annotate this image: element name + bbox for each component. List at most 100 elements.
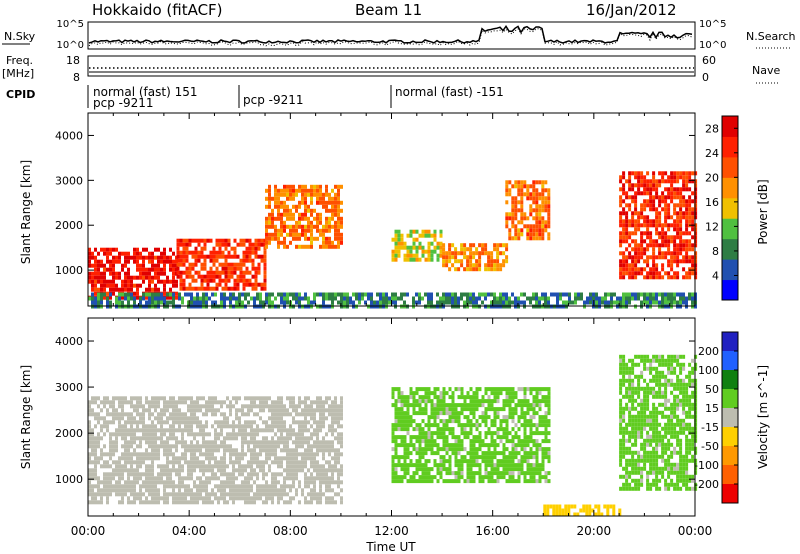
vel-cell [178, 440, 181, 445]
vel-cell [337, 468, 340, 473]
vel-cell [517, 419, 521, 424]
vel-cell [127, 412, 130, 417]
power-cell [676, 211, 680, 216]
power-cell [388, 300, 391, 305]
vel-cell [421, 475, 425, 480]
power-cell [205, 296, 208, 301]
power-cell [652, 199, 656, 204]
power-cell [478, 292, 481, 297]
vel-cell [298, 444, 301, 449]
vel-cell [475, 463, 479, 468]
power-cell [313, 216, 316, 221]
vel-cell [517, 463, 521, 468]
power-cell [254, 238, 258, 243]
vel-cell [229, 496, 232, 501]
power-cell [163, 251, 166, 256]
vel-cell [100, 456, 103, 461]
vel-cell [493, 415, 497, 420]
power-cell [547, 204, 551, 209]
vel-cell [118, 460, 121, 465]
vel-cell [235, 424, 238, 429]
power-cell [340, 200, 343, 205]
power-cell [658, 300, 661, 305]
power-cell [517, 232, 521, 237]
vel-cell [202, 424, 205, 429]
power-cell [169, 300, 172, 305]
power-cell [307, 192, 310, 197]
vel-cell [304, 464, 307, 469]
vel-cell [478, 403, 482, 408]
vel-cell [199, 448, 202, 453]
vel-cell [133, 472, 136, 477]
vel-cell [319, 396, 322, 401]
vel-cell [436, 467, 440, 472]
vel-cell [304, 416, 307, 421]
power-cell [88, 247, 91, 252]
vel-cell [436, 403, 440, 408]
vel-cell [511, 435, 515, 440]
vel-cell [505, 467, 509, 472]
power-cell [232, 296, 235, 301]
vel-cell [505, 423, 509, 428]
vel-cell [310, 492, 313, 497]
vel-cell [166, 464, 169, 469]
power-cell [667, 211, 671, 216]
power-cell [433, 233, 437, 238]
vel-cell [160, 424, 163, 429]
vel-cell [442, 423, 446, 428]
vel-cell [229, 448, 232, 453]
cpid-segment-1-line1: pcp -9211 [243, 93, 304, 107]
power-cell [100, 259, 103, 264]
vel-cell [337, 460, 340, 465]
power-cell [394, 229, 398, 234]
power-cell [160, 251, 163, 256]
power-cell [242, 238, 246, 243]
power-cell [667, 247, 671, 252]
power-cell [206, 270, 210, 275]
vel-cell [157, 416, 160, 421]
power-cell [307, 224, 310, 229]
vel-cell [259, 496, 262, 501]
vel-cell [280, 420, 283, 425]
power-cell [412, 300, 415, 305]
power-cell [178, 296, 181, 301]
power-cell [517, 300, 520, 305]
power-cell [206, 238, 210, 243]
vel-cell [415, 403, 419, 408]
vel-cell [451, 431, 455, 436]
vel-cell [469, 467, 473, 472]
vel-cell [469, 447, 473, 452]
vel-cell [322, 400, 325, 405]
power-cell [319, 192, 322, 197]
power-cell [622, 175, 626, 180]
power-cell [230, 246, 234, 251]
power-cell [622, 187, 626, 192]
power-cell [691, 191, 695, 196]
vel-cell [289, 424, 292, 429]
vel-cell [97, 412, 100, 417]
vel-cell [208, 400, 211, 405]
vel-cell [508, 467, 512, 472]
power-cell [640, 243, 644, 248]
vel-cell [466, 403, 470, 408]
vel-cell [259, 416, 262, 421]
vel-cell [334, 436, 337, 441]
power-cell [88, 259, 91, 264]
vel-cell [184, 412, 187, 417]
power-cell [682, 187, 686, 192]
power-cell [685, 271, 689, 276]
vel-cell [181, 396, 184, 401]
power-cell [538, 224, 542, 229]
vel-cell [121, 484, 124, 489]
power-cell [124, 275, 127, 280]
vel-cell [259, 448, 262, 453]
vel-cell [235, 456, 238, 461]
vel-cell [241, 448, 244, 453]
power-cell [409, 245, 413, 250]
vel-cell [166, 492, 169, 497]
vel-cell [547, 439, 551, 444]
power-cell [179, 270, 183, 275]
vel-cell [250, 468, 253, 473]
vel-cell [301, 452, 304, 457]
vel-cell [175, 460, 178, 465]
